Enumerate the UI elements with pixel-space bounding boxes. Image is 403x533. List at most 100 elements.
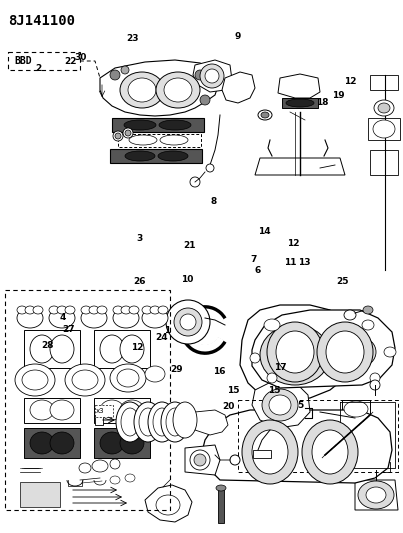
Ellipse shape (230, 455, 240, 465)
Polygon shape (355, 480, 398, 510)
Text: 24: 24 (155, 333, 168, 342)
Text: 1: 1 (164, 326, 170, 335)
Ellipse shape (120, 335, 144, 363)
Polygon shape (252, 310, 395, 388)
Ellipse shape (22, 370, 48, 390)
Text: 7: 7 (251, 255, 257, 264)
Ellipse shape (17, 308, 43, 328)
Ellipse shape (267, 322, 323, 382)
Ellipse shape (110, 459, 120, 469)
Ellipse shape (384, 347, 396, 357)
Ellipse shape (373, 120, 395, 138)
Bar (94, 428, 150, 458)
Ellipse shape (206, 164, 214, 172)
Ellipse shape (286, 99, 314, 107)
Ellipse shape (276, 331, 314, 373)
Ellipse shape (242, 420, 298, 484)
Ellipse shape (205, 69, 219, 83)
Polygon shape (255, 158, 345, 175)
Polygon shape (370, 150, 398, 175)
Ellipse shape (174, 308, 202, 336)
Ellipse shape (216, 485, 226, 491)
Ellipse shape (100, 432, 124, 454)
Ellipse shape (120, 72, 164, 108)
Text: BBD: BBD (14, 56, 31, 66)
Bar (20, 482, 60, 507)
Ellipse shape (97, 306, 107, 314)
Ellipse shape (258, 110, 272, 120)
Ellipse shape (159, 120, 191, 130)
Bar (5, 290, 170, 510)
Ellipse shape (30, 432, 54, 454)
Text: 4: 4 (59, 313, 66, 321)
Ellipse shape (49, 308, 75, 328)
Polygon shape (238, 420, 352, 440)
Bar (95, 415, 103, 425)
Text: 5: 5 (297, 401, 303, 409)
Text: 21: 21 (183, 241, 196, 249)
Bar (8, 52, 80, 70)
Ellipse shape (142, 308, 168, 328)
Ellipse shape (65, 306, 75, 314)
Ellipse shape (344, 401, 368, 417)
Polygon shape (342, 400, 370, 418)
Polygon shape (185, 445, 220, 475)
Text: 22: 22 (64, 57, 77, 66)
Ellipse shape (204, 78, 212, 86)
Ellipse shape (260, 325, 330, 385)
Ellipse shape (194, 454, 206, 466)
Polygon shape (340, 328, 384, 375)
Ellipse shape (25, 306, 35, 314)
Ellipse shape (362, 320, 374, 330)
Ellipse shape (160, 135, 188, 145)
Bar (24, 428, 80, 458)
Ellipse shape (366, 487, 386, 503)
Ellipse shape (148, 402, 176, 442)
Ellipse shape (200, 95, 210, 105)
Bar (110, 149, 202, 163)
Text: 6: 6 (255, 266, 261, 275)
Ellipse shape (354, 344, 370, 360)
Ellipse shape (158, 151, 188, 161)
Ellipse shape (125, 130, 131, 136)
Text: 17: 17 (274, 364, 287, 372)
Ellipse shape (370, 373, 380, 383)
Bar (253, 450, 271, 458)
Bar (112, 118, 204, 132)
Ellipse shape (121, 408, 139, 436)
Bar (95, 405, 113, 417)
Polygon shape (370, 75, 398, 90)
Bar (218, 488, 224, 523)
Ellipse shape (180, 314, 196, 330)
Ellipse shape (50, 335, 74, 363)
Ellipse shape (166, 408, 184, 436)
Text: 23: 23 (127, 34, 139, 43)
Ellipse shape (161, 402, 189, 442)
Ellipse shape (110, 476, 120, 484)
Ellipse shape (153, 408, 171, 436)
Text: 11: 11 (284, 258, 297, 266)
Polygon shape (252, 380, 310, 428)
Ellipse shape (348, 338, 376, 366)
Ellipse shape (129, 135, 157, 145)
Ellipse shape (190, 450, 210, 470)
Text: 27: 27 (62, 325, 75, 334)
Text: 12: 12 (344, 77, 357, 85)
Ellipse shape (30, 400, 54, 420)
Text: 30: 30 (75, 53, 87, 61)
Bar (24, 398, 80, 423)
Ellipse shape (344, 310, 356, 320)
Text: 15: 15 (227, 386, 240, 395)
Text: 3: 3 (136, 235, 142, 243)
Polygon shape (278, 74, 320, 98)
Ellipse shape (121, 306, 131, 314)
Ellipse shape (65, 364, 105, 396)
Ellipse shape (110, 70, 120, 80)
Ellipse shape (156, 495, 180, 515)
Bar (94, 398, 150, 423)
Ellipse shape (92, 460, 108, 472)
Ellipse shape (128, 78, 156, 102)
Ellipse shape (374, 100, 394, 116)
Ellipse shape (116, 402, 144, 442)
Ellipse shape (326, 331, 364, 373)
